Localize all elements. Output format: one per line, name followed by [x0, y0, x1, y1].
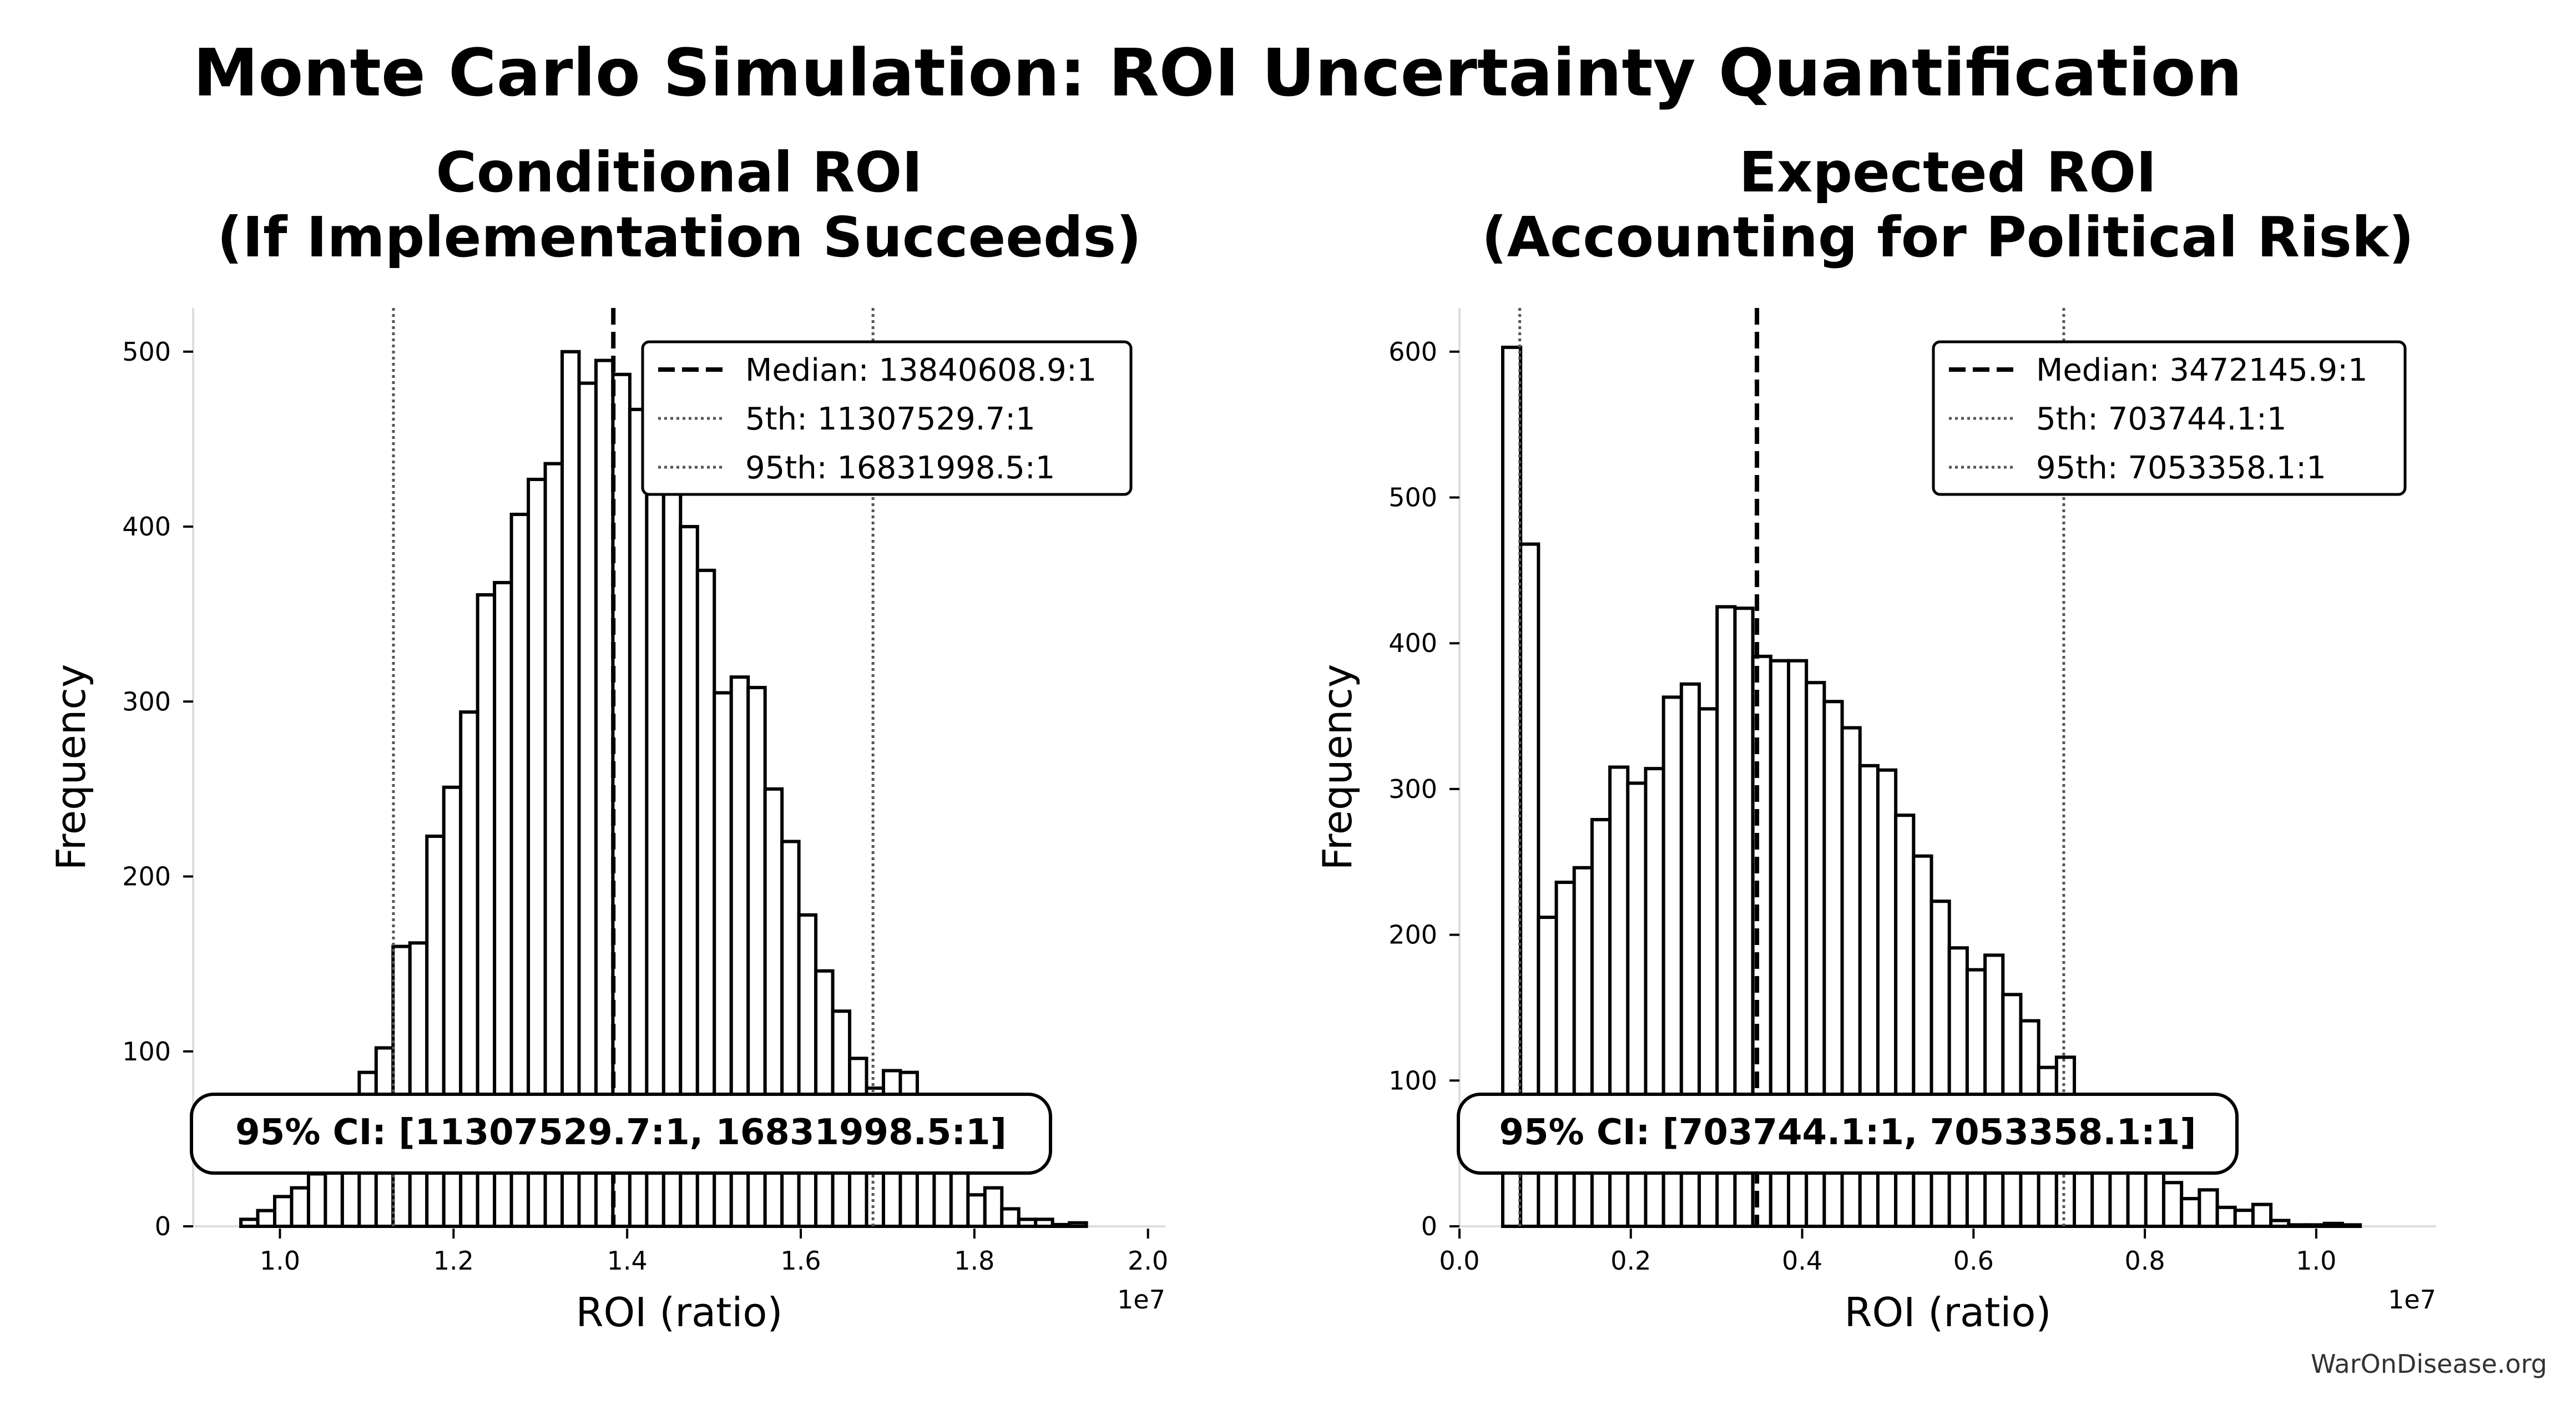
- histogram-bar: [2305, 1223, 2326, 1229]
- histogram-bar: [2215, 1205, 2237, 1228]
- legend-box: [641, 340, 1133, 496]
- histogram-bar: [1068, 1221, 1088, 1229]
- ci-box: [1457, 1093, 2239, 1175]
- y-tick-label: 600: [1388, 337, 1437, 367]
- histogram-bar: [2322, 1221, 2344, 1229]
- histogram-bar: [306, 1172, 327, 1228]
- x-tick-label: 2.0: [1128, 1246, 1168, 1276]
- ci-box: [190, 1093, 1052, 1175]
- ci-text: 95% CI: [11307529.7:1, 16831998.5:1]: [235, 1112, 1007, 1153]
- histogram-bar: [2269, 1219, 2291, 1228]
- chart-panel-1: Conditional ROI(If Implementation Succee…: [48, 140, 1168, 1336]
- histogram-bar: [1930, 899, 1951, 1228]
- legend: Median: 13840608.9:1 5th: 11307529.7:1 95t…: [641, 340, 1133, 496]
- x-axis-label: ROI (ratio): [1844, 1289, 2051, 1336]
- y-tick-label: 0: [1421, 1211, 1437, 1241]
- histogram-bar: [1000, 1207, 1021, 1228]
- ci-text: 95% CI: [703744.1:1, 7053358.1:1]: [1499, 1112, 2196, 1153]
- y-tick-label: 0: [155, 1211, 171, 1241]
- y-tick-label: 400: [1388, 628, 1437, 658]
- x-offset-label: 1e7: [1117, 1285, 1165, 1315]
- histogram-bar: [391, 944, 412, 1228]
- histogram-bar: [983, 1186, 1004, 1229]
- ci-annotation: 95% CI: [703744.1:1, 7053358.1:1]: [1457, 1093, 2239, 1175]
- x-tick-label: 1.0: [260, 1246, 300, 1276]
- legend-entry: Median: 3472145.9:1: [2036, 352, 2368, 388]
- chart-title-line: Conditional ROI: [436, 140, 923, 205]
- legend-entry: 95th: 16831998.5:1: [745, 450, 1055, 486]
- y-tick-label: 100: [1388, 1065, 1437, 1095]
- x-axis-label: ROI (ratio): [575, 1289, 782, 1336]
- chart-title-line: Expected ROI: [1739, 140, 2157, 205]
- legend-entry: 5th: 11307529.7:1: [745, 401, 1036, 437]
- y-tick-label: 200: [1388, 920, 1437, 950]
- histogram-bar: [2161, 1181, 2184, 1228]
- legend-entry: 95th: 7053358.1:1: [2036, 450, 2326, 486]
- legend-entry: 5th: 703744.1:1: [2036, 401, 2286, 437]
- histogram-bar: [966, 1193, 987, 1228]
- histogram-bar: [1983, 953, 2005, 1229]
- histogram-bar: [1554, 881, 1576, 1228]
- histogram-bar: [2287, 1223, 2309, 1229]
- histogram-bar: [1537, 916, 1558, 1228]
- x-tick-label: 1.4: [607, 1246, 648, 1276]
- histogram-bar: [1947, 946, 1969, 1228]
- histogram-bar: [2251, 1202, 2273, 1228]
- x-offset-label: 1e7: [2388, 1285, 2436, 1315]
- chart-title-line: (If Implementation Succeeds): [217, 205, 1141, 270]
- histogram-bar: [1017, 1217, 1038, 1228]
- histogram-bar: [1050, 1222, 1072, 1229]
- histogram-bar: [1034, 1217, 1054, 1228]
- figure-title: Monte Carlo Simulation: ROI Uncertainty …: [193, 34, 2242, 111]
- watermark: WarOnDisease.org: [2311, 1349, 2547, 1379]
- x-tick-label: 0.0: [1439, 1246, 1479, 1276]
- histogram-bar: [1501, 345, 1523, 1228]
- histogram-bar: [2198, 1188, 2219, 1229]
- histogram-bar: [797, 913, 818, 1228]
- x-tick-label: 1.2: [433, 1246, 474, 1276]
- histogram-bar: [239, 1217, 260, 1228]
- y-tick-label: 300: [122, 686, 171, 716]
- x-tick-label: 0.4: [1782, 1246, 1822, 1276]
- histogram-bar: [2233, 1209, 2255, 1229]
- x-tick-label: 1.0: [2296, 1246, 2336, 1276]
- x-tick-label: 0.2: [1610, 1246, 1651, 1276]
- histogram-bar: [256, 1209, 276, 1229]
- legend-box: [1932, 340, 2407, 496]
- legend-entry: Median: 13840608.9:1: [745, 352, 1097, 388]
- y-axis-label: Frequency: [48, 664, 94, 871]
- x-tick-label: 0.8: [2125, 1246, 2165, 1276]
- x-tick-label: 1.8: [954, 1246, 994, 1276]
- x-tick-label: 0.6: [1953, 1246, 1994, 1276]
- ci-annotation: 95% CI: [11307529.7:1, 16831998.5:1]: [190, 1093, 1052, 1175]
- y-tick-label: 300: [1388, 774, 1437, 804]
- histogram-bar: [272, 1195, 294, 1228]
- histogram-bar: [290, 1186, 310, 1229]
- histogram-bar: [408, 941, 429, 1229]
- y-tick-label: 500: [1388, 483, 1437, 513]
- y-tick-label: 500: [122, 337, 171, 367]
- y-tick-label: 100: [122, 1037, 171, 1067]
- histogram-bar: [2340, 1223, 2362, 1229]
- y-axis-label: Frequency: [1314, 664, 1361, 871]
- x-tick-label: 1.6: [780, 1246, 821, 1276]
- chart-panel-2: Expected ROI(Accounting for Political Ri…: [1314, 140, 2436, 1336]
- histogram-bar: [2180, 1197, 2201, 1229]
- y-tick-label: 400: [122, 512, 171, 542]
- y-tick-label: 200: [122, 862, 171, 892]
- legend: Median: 3472145.9:1 5th: 703744.1:1 95th: …: [1932, 340, 2407, 496]
- chart-title-line: (Accounting for Political Risk): [1482, 205, 2414, 270]
